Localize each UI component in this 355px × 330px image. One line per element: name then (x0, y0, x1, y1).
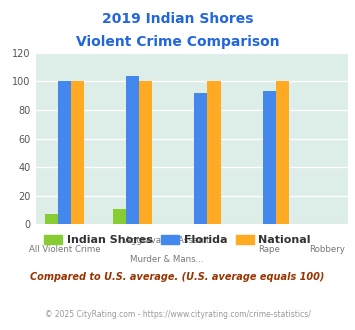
Text: Aggravated Assault: Aggravated Assault (125, 236, 209, 246)
Text: Rape: Rape (258, 245, 280, 254)
Bar (139, 82, 152, 224)
Legend: Indian Shores, Florida, National: Indian Shores, Florida, National (44, 235, 311, 245)
Bar (71, 82, 84, 224)
Bar (126, 76, 139, 224)
Bar (113, 209, 126, 224)
Bar (194, 93, 207, 224)
Text: 2019 Indian Shores: 2019 Indian Shores (102, 12, 253, 25)
Bar (263, 91, 276, 224)
Text: Robbery: Robbery (309, 245, 345, 254)
Bar (207, 82, 220, 224)
Bar (45, 214, 58, 224)
Bar (58, 82, 71, 224)
Bar (276, 82, 289, 224)
Text: Compared to U.S. average. (U.S. average equals 100): Compared to U.S. average. (U.S. average … (30, 272, 325, 282)
Text: © 2025 CityRating.com - https://www.cityrating.com/crime-statistics/: © 2025 CityRating.com - https://www.city… (45, 310, 310, 319)
Text: Violent Crime Comparison: Violent Crime Comparison (76, 35, 279, 49)
Text: All Violent Crime: All Violent Crime (28, 245, 100, 254)
Text: Murder & Mans...: Murder & Mans... (130, 255, 203, 264)
